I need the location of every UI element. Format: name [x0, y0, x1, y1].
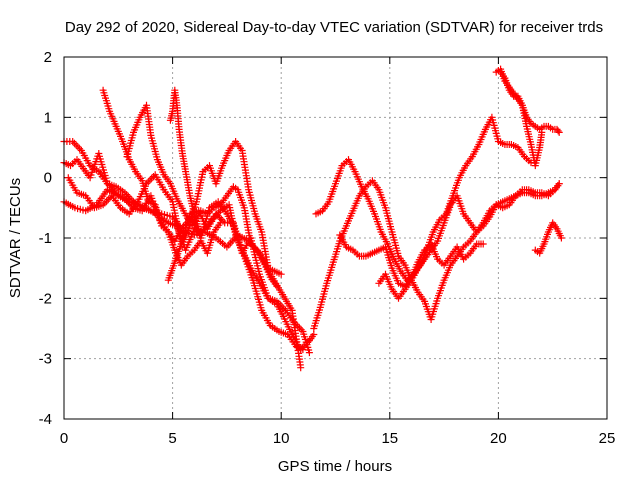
series-12 [375, 180, 563, 302]
data-point [195, 225, 203, 233]
x-tick-label: 20 [490, 430, 507, 447]
series-5 [99, 86, 224, 269]
data-point [538, 128, 546, 136]
data-point [216, 219, 224, 227]
y-tick-label: 2 [44, 49, 52, 66]
y-tick-label: 1 [44, 109, 52, 126]
x-tick-label: 25 [599, 430, 616, 447]
data-series [60, 65, 565, 372]
series-8 [164, 183, 281, 290]
y-tick-label: -2 [39, 290, 52, 307]
y-tick-label: 0 [44, 170, 52, 187]
x-tick-label: 0 [60, 430, 68, 447]
series-6 [123, 101, 285, 278]
x-axis-label: GPS time / hours [278, 458, 392, 475]
series-14 [497, 68, 546, 170]
data-point [305, 349, 313, 357]
plot-frame [63, 56, 608, 420]
x-tick-label: 5 [168, 430, 176, 447]
y-tick-label: -3 [39, 351, 52, 368]
data-point [273, 282, 281, 290]
y-tick-label: -4 [39, 411, 52, 428]
x-tick-label: 10 [273, 430, 290, 447]
y-axis-label: SDTVAR / TECUs [7, 178, 24, 298]
series-15 [531, 219, 565, 257]
data-point [554, 127, 562, 135]
data-point [277, 270, 285, 278]
data-point [555, 180, 563, 188]
x-axis-ticks: 0 5 10 15 20 25 [60, 57, 616, 447]
data-point [297, 364, 305, 372]
series-7 [166, 86, 203, 233]
x-tick-label: 15 [381, 430, 398, 447]
data-point [479, 240, 487, 248]
data-point [310, 331, 318, 338]
chart-title: Day 292 of 2020, Sidereal Day-to-day VTE… [65, 19, 603, 36]
y-tick-label: -1 [39, 230, 52, 247]
data-point [555, 128, 563, 136]
data-point [557, 234, 565, 242]
